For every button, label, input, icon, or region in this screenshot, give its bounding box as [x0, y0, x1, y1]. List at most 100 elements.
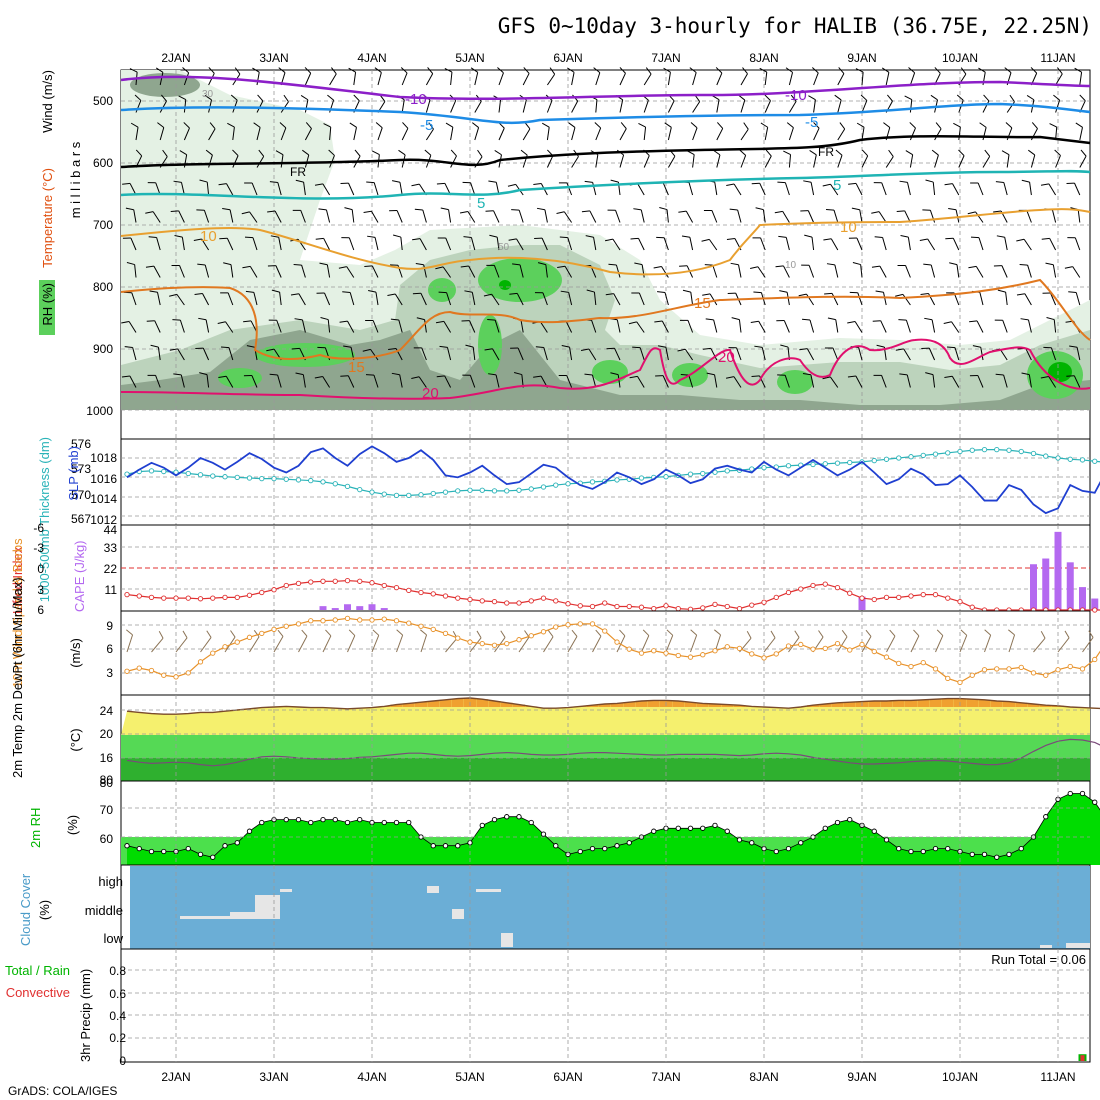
upper-wind-barb [855, 68, 864, 73]
thickness-marker [491, 488, 498, 494]
upper-wind-barb [826, 263, 835, 266]
wind-speed-marker [1043, 672, 1049, 678]
upper-wind-barb [717, 122, 724, 129]
upper-wind-barb [978, 237, 984, 251]
upper-wind-barb [422, 209, 427, 223]
wind-speed-marker [565, 622, 571, 628]
upper-wind-barb [783, 320, 790, 333]
upper-wind-barb [731, 317, 740, 321]
wind-speed-marker [1067, 663, 1073, 670]
upper-wind-barb [638, 122, 646, 128]
upper-wind-barb [290, 293, 299, 296]
upper-wind-barb [1027, 319, 1032, 333]
thickness-marker [553, 482, 559, 488]
bottom-date-axis: 2JAN 3JAN 4JAN 5JAN 6JAN 7JAN 8JAN 9JAN … [161, 1070, 1075, 1084]
thickness-marker [148, 468, 155, 474]
upper-wind-barb [178, 210, 185, 223]
upper-wind-barb [930, 94, 938, 101]
y-tick: 80 [100, 773, 114, 787]
upper-wind-barb [546, 73, 556, 86]
wind10m-barb [770, 630, 776, 639]
thickness-marker [418, 492, 424, 498]
upper-wind-barb [280, 127, 287, 141]
upper-wind-barb [159, 127, 165, 141]
upper-wind-barb [712, 264, 718, 278]
y-tick: 800 [93, 280, 113, 294]
upper-wind-barb [533, 183, 542, 185]
y-label-lifted-index: Lifted Index [10, 546, 25, 614]
upper-wind-barb [588, 348, 597, 361]
wind10m-barb [690, 634, 698, 653]
upper-wind-barb [755, 207, 764, 211]
thickness-marker [222, 474, 228, 480]
thickness-marker [1018, 448, 1024, 455]
upper-wind-barb [1026, 95, 1035, 101]
thickness-marker [1043, 453, 1049, 459]
upper-wind-barb [206, 374, 210, 388]
upper-wind-barb [388, 348, 397, 350]
upper-wind-barb [498, 99, 502, 113]
upper-wind-barb [401, 72, 408, 86]
upper-wind-barb [1049, 123, 1057, 128]
upper-wind-barb [494, 319, 500, 333]
rh-marker [687, 825, 694, 831]
upper-wind-barb [199, 179, 208, 183]
wind10m-barb [158, 630, 164, 639]
temp-max-fill [1015, 702, 1028, 707]
upper-wind-barb [129, 375, 137, 388]
upper-wind-barb [953, 122, 961, 128]
y-tick-right: 1016 [90, 472, 117, 486]
upper-wind-barb [661, 320, 669, 333]
upper-wind-barb [1053, 319, 1057, 333]
upper-wind-barb [661, 266, 669, 278]
upper-wind-barb [304, 154, 310, 168]
wind10m-barb [746, 630, 752, 639]
thickness-marker [565, 481, 571, 487]
y-tick: 500 [93, 94, 113, 108]
temp-max-fill [709, 704, 721, 707]
y-tick-left: 570 [71, 488, 91, 502]
rh-marker [969, 851, 975, 858]
upper-wind-barb [679, 265, 688, 267]
upper-wind-barb [450, 155, 457, 168]
upper-wind-barb [568, 122, 576, 128]
wind10m-barb [714, 629, 721, 636]
rh-marker [124, 843, 130, 849]
upper-wind-barb [960, 67, 967, 75]
upper-wind-barb [595, 154, 599, 168]
upper-wind-barb [471, 292, 476, 306]
rh-marker [773, 848, 779, 855]
upper-wind-barb [847, 375, 856, 378]
y-label-slp: SLP (mb) [66, 446, 81, 501]
upper-wind-barb [1005, 292, 1008, 306]
upper-wind-barb [667, 72, 671, 86]
upper-wind-barb [1003, 182, 1008, 196]
upper-wind-barb [677, 348, 686, 352]
upper-wind-barb [179, 150, 187, 156]
upper-wind-barb [304, 72, 312, 86]
upper-wind-barb [1040, 375, 1049, 379]
upper-wind-barb [377, 127, 383, 141]
upper-wind-barb [204, 94, 212, 101]
upper-wind-barb [640, 209, 645, 223]
wind10m-barb [818, 630, 824, 638]
wind10m-barb [935, 635, 944, 653]
upper-wind-barb [664, 122, 672, 128]
upper-wind-barb [374, 237, 379, 251]
thickness-marker [712, 469, 718, 475]
thickness-marker [185, 470, 191, 477]
wind10m-barb [641, 635, 650, 653]
rh-high-blob [777, 370, 813, 394]
lifted-index-marker [663, 603, 669, 609]
upper-wind-barb [638, 238, 645, 251]
upper-wind-barb [834, 264, 839, 278]
cape-bar [319, 606, 327, 610]
rh-marker [994, 854, 1000, 860]
thickness-marker [283, 476, 289, 482]
wind10m-barb [642, 629, 650, 636]
upper-wind-barb [629, 375, 638, 379]
temp-max-fill [415, 702, 427, 707]
lifted-index-marker [136, 593, 142, 599]
upper-wind-barb [154, 320, 161, 333]
upper-wind-barb [667, 155, 676, 168]
